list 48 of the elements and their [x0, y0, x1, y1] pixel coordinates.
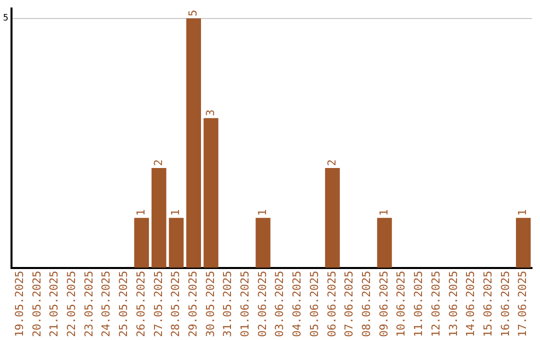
- bar: [325, 168, 340, 268]
- x-tick-label: 30.05.2025: [204, 270, 217, 338]
- x-tick-label: 13.06.2025: [446, 270, 460, 338]
- x-tick-label: 22.05.2025: [65, 270, 78, 338]
- data-label: 5: [186, 10, 200, 16]
- x-tick-label: 26.05.2025: [134, 270, 148, 338]
- x-tick-label: 21.05.2025: [48, 270, 61, 338]
- bar: [168, 218, 184, 268]
- x-tick-label: 16.06.2025: [498, 270, 512, 338]
- x-tick-label: 24.05.2025: [100, 270, 113, 338]
- data-label: 3: [204, 110, 217, 116]
- x-tick-label: 02.06.2025: [256, 270, 269, 338]
- x-tick-label: 01.06.2025: [238, 270, 252, 338]
- x-tick-label: 27.05.2025: [152, 270, 165, 338]
- bar: [204, 118, 218, 268]
- x-tick-label: 15.06.2025: [481, 270, 494, 338]
- x-tick-label: 04.06.2025: [290, 270, 304, 338]
- x-tick-label: 19.05.2025: [12, 270, 26, 338]
- x-tick-label: 08.06.2025: [360, 270, 374, 338]
- data-label: 1: [377, 209, 390, 216]
- data-label: 1: [516, 209, 530, 216]
- bar: [152, 168, 166, 268]
- x-tick-label: 28.05.2025: [169, 270, 182, 338]
- data-label: 2: [325, 159, 338, 166]
- x-tick-label: 20.05.2025: [30, 270, 44, 338]
- data-label: 1: [169, 209, 182, 216]
- bar: [256, 218, 270, 268]
- data-label: 1: [256, 209, 269, 216]
- x-tick-label: 12.06.2025: [429, 270, 442, 338]
- x-tick-label: 29.05.2025: [186, 270, 200, 338]
- bar: [516, 218, 531, 268]
- x-tick-label: 03.06.2025: [273, 270, 286, 338]
- x-tick-label: 14.06.2025: [464, 270, 478, 338]
- x-tick-label: 11.06.2025: [412, 270, 426, 338]
- bar: [377, 218, 392, 268]
- x-tick-label: 17.06.2025: [516, 270, 530, 338]
- x-tick-label: 25.05.2025: [117, 270, 130, 338]
- x-tick-label: 23.05.2025: [82, 270, 96, 338]
- bar: [134, 218, 149, 268]
- bar: [186, 18, 201, 268]
- x-tick-label: 10.06.2025: [394, 270, 408, 338]
- x-tick-label: 09.06.2025: [377, 270, 390, 338]
- x-tick-label: 06.06.2025: [325, 270, 338, 338]
- x-tick-label: 05.06.2025: [308, 270, 321, 338]
- data-label: 2: [152, 159, 165, 166]
- x-tick-label: 07.06.2025: [342, 270, 356, 338]
- x-tick-label: 31.05.2025: [221, 270, 234, 338]
- data-label: 1: [134, 209, 148, 216]
